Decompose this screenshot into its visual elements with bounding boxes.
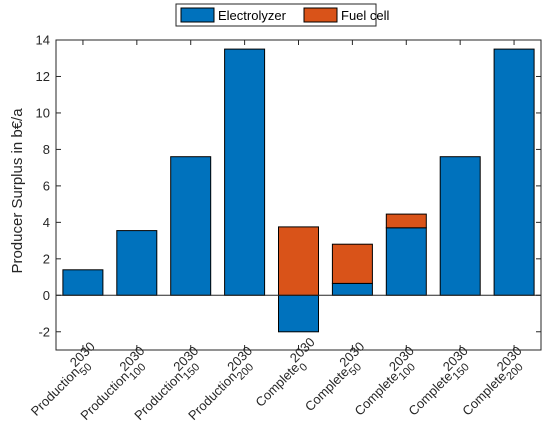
bar-fuel-cell-6 [385,213,427,229]
legend-swatch-electrolyzer [180,7,215,23]
y-tick-label: -2 [38,324,50,339]
bar-electrolyzer-1 [116,230,158,296]
y-tick-label: 4 [43,215,50,230]
legend-label-electrolyzer: Electrolyzer [218,8,287,23]
bar-electrolyzer-0 [62,269,104,296]
bars-layer [62,48,535,333]
svg-text:Complete150: Complete150 [405,356,471,422]
legend-label-fuel-cell: Fuel cell [341,8,390,23]
bar-electrolyzer-5 [331,282,373,296]
legend-swatch-fuel-cell [303,7,338,23]
y-tick-label: 2 [43,251,50,266]
bar-electrolyzer-2 [170,156,212,296]
svg-text:Complete0: Complete0 [252,356,310,414]
legend: Electrolyzer Fuel cell [175,3,390,27]
y-axis-label: Producer Surplus in b€/a [9,108,26,274]
y-tick-label: 8 [43,142,50,157]
svg-text:Complete200: Complete200 [459,356,525,422]
bar-fuel-cell-5 [331,243,373,284]
y-tick-label: 14 [36,33,50,48]
y-tick-label: 12 [36,69,50,84]
bar-electrolyzer-4 [278,294,319,333]
bar-electrolyzer-3 [224,48,266,296]
y-tick-label: 10 [36,105,50,120]
bar-electrolyzer-7 [439,156,481,296]
y-tick-label: 6 [43,178,50,193]
bar-fuel-cell-4 [278,226,319,296]
bar-electrolyzer-6 [385,227,427,296]
bar-electrolyzer-8 [493,48,535,296]
axes-layer: -2 0 2 4 6 8 10 12 14 [36,33,542,351]
y-tick-label: 0 [43,288,50,303]
x-tick-labels: Production502030Production1002030Product… [28,334,526,423]
svg-text:Complete100: Complete100 [351,356,417,422]
